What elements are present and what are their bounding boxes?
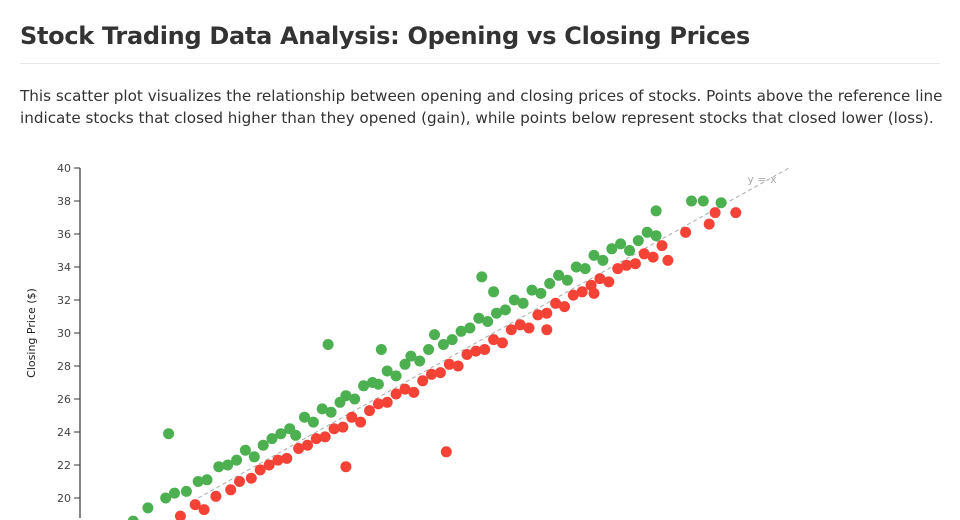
gain-point bbox=[518, 298, 529, 309]
data-points bbox=[128, 196, 742, 520]
loss-point bbox=[453, 361, 464, 372]
y-tick-label: 32 bbox=[57, 294, 71, 307]
loss-point bbox=[710, 207, 721, 218]
gain-point bbox=[482, 316, 493, 327]
loss-point bbox=[704, 219, 715, 230]
gain-point bbox=[544, 278, 555, 289]
gain-point bbox=[391, 370, 402, 381]
loss-point bbox=[320, 431, 331, 442]
loss-point bbox=[246, 473, 257, 484]
gain-point bbox=[308, 417, 319, 428]
loss-point bbox=[589, 288, 600, 299]
gain-point bbox=[580, 263, 591, 274]
y-tick-label: 22 bbox=[57, 459, 71, 472]
loss-point bbox=[680, 227, 691, 238]
y-tick-label: 36 bbox=[57, 228, 71, 241]
gain-point bbox=[163, 428, 174, 439]
y-tick-label: 26 bbox=[57, 393, 71, 406]
loss-point bbox=[603, 276, 614, 287]
gain-point bbox=[562, 275, 573, 286]
y-axis-label: Closing Price ($) bbox=[25, 288, 38, 378]
gain-point bbox=[423, 344, 434, 355]
y-tick-label: 40 bbox=[57, 162, 71, 175]
loss-point bbox=[730, 207, 741, 218]
gain-point bbox=[128, 516, 139, 520]
loss-point bbox=[435, 367, 446, 378]
loss-point bbox=[441, 446, 452, 457]
gain-point bbox=[142, 502, 153, 513]
series-gain bbox=[128, 196, 727, 520]
gain-point bbox=[716, 197, 727, 208]
gain-point bbox=[429, 329, 440, 340]
gain-point bbox=[290, 430, 301, 441]
loss-point bbox=[559, 301, 570, 312]
loss-point bbox=[577, 286, 588, 297]
gain-point bbox=[202, 474, 213, 485]
loss-point bbox=[337, 422, 348, 433]
y-axis: 20 22 24 26 28 30 32 34 36 38 40 bbox=[57, 162, 80, 518]
loss-point bbox=[175, 511, 186, 520]
loss-point bbox=[524, 323, 535, 334]
loss-point bbox=[541, 324, 552, 335]
y-tick-label: 24 bbox=[57, 426, 71, 439]
gain-point bbox=[597, 255, 608, 266]
loss-point bbox=[364, 405, 375, 416]
loss-point bbox=[662, 255, 673, 266]
gain-point bbox=[414, 356, 425, 367]
gain-point bbox=[651, 230, 662, 241]
loss-point bbox=[541, 308, 552, 319]
loss-point bbox=[657, 240, 668, 251]
gain-point bbox=[169, 488, 180, 499]
gain-point bbox=[488, 286, 499, 297]
series-loss bbox=[140, 207, 742, 520]
y-tick-label: 20 bbox=[57, 492, 71, 505]
loss-point bbox=[199, 504, 210, 515]
loss-point bbox=[382, 397, 393, 408]
y-tick-label: 28 bbox=[57, 360, 71, 373]
reference-line bbox=[198, 168, 789, 498]
gain-point bbox=[181, 486, 192, 497]
gain-point bbox=[535, 288, 546, 299]
gain-point bbox=[698, 196, 709, 207]
gain-point bbox=[464, 323, 475, 334]
loss-point bbox=[355, 417, 366, 428]
gain-point bbox=[240, 445, 251, 456]
gain-point bbox=[686, 196, 697, 207]
gain-point bbox=[615, 238, 626, 249]
loss-point bbox=[340, 461, 351, 472]
loss-point bbox=[479, 344, 490, 355]
loss-point bbox=[497, 337, 508, 348]
gain-point bbox=[258, 440, 269, 451]
gain-point bbox=[651, 205, 662, 216]
gain-point bbox=[349, 394, 360, 405]
loss-point bbox=[234, 476, 245, 487]
loss-point bbox=[417, 375, 428, 386]
loss-point bbox=[648, 252, 659, 263]
reference-line-label: y = x bbox=[747, 173, 777, 186]
loss-point bbox=[210, 491, 221, 502]
gain-point bbox=[633, 235, 644, 246]
loss-point bbox=[281, 453, 292, 464]
gain-point bbox=[326, 407, 337, 418]
loss-point bbox=[408, 387, 419, 398]
gain-point bbox=[476, 271, 487, 282]
gain-point bbox=[323, 339, 334, 350]
gain-point bbox=[373, 379, 384, 390]
gain-point bbox=[624, 245, 635, 256]
gain-point bbox=[447, 334, 458, 345]
y-tick-label: 38 bbox=[57, 195, 71, 208]
y-tick-label: 30 bbox=[57, 327, 71, 340]
loss-point bbox=[630, 258, 641, 269]
gain-point bbox=[500, 304, 511, 315]
gain-point bbox=[376, 344, 387, 355]
loss-point bbox=[225, 484, 236, 495]
loss-point bbox=[302, 440, 313, 451]
y-tick-label: 34 bbox=[57, 261, 71, 274]
gain-point bbox=[249, 451, 260, 462]
gain-point bbox=[231, 455, 242, 466]
